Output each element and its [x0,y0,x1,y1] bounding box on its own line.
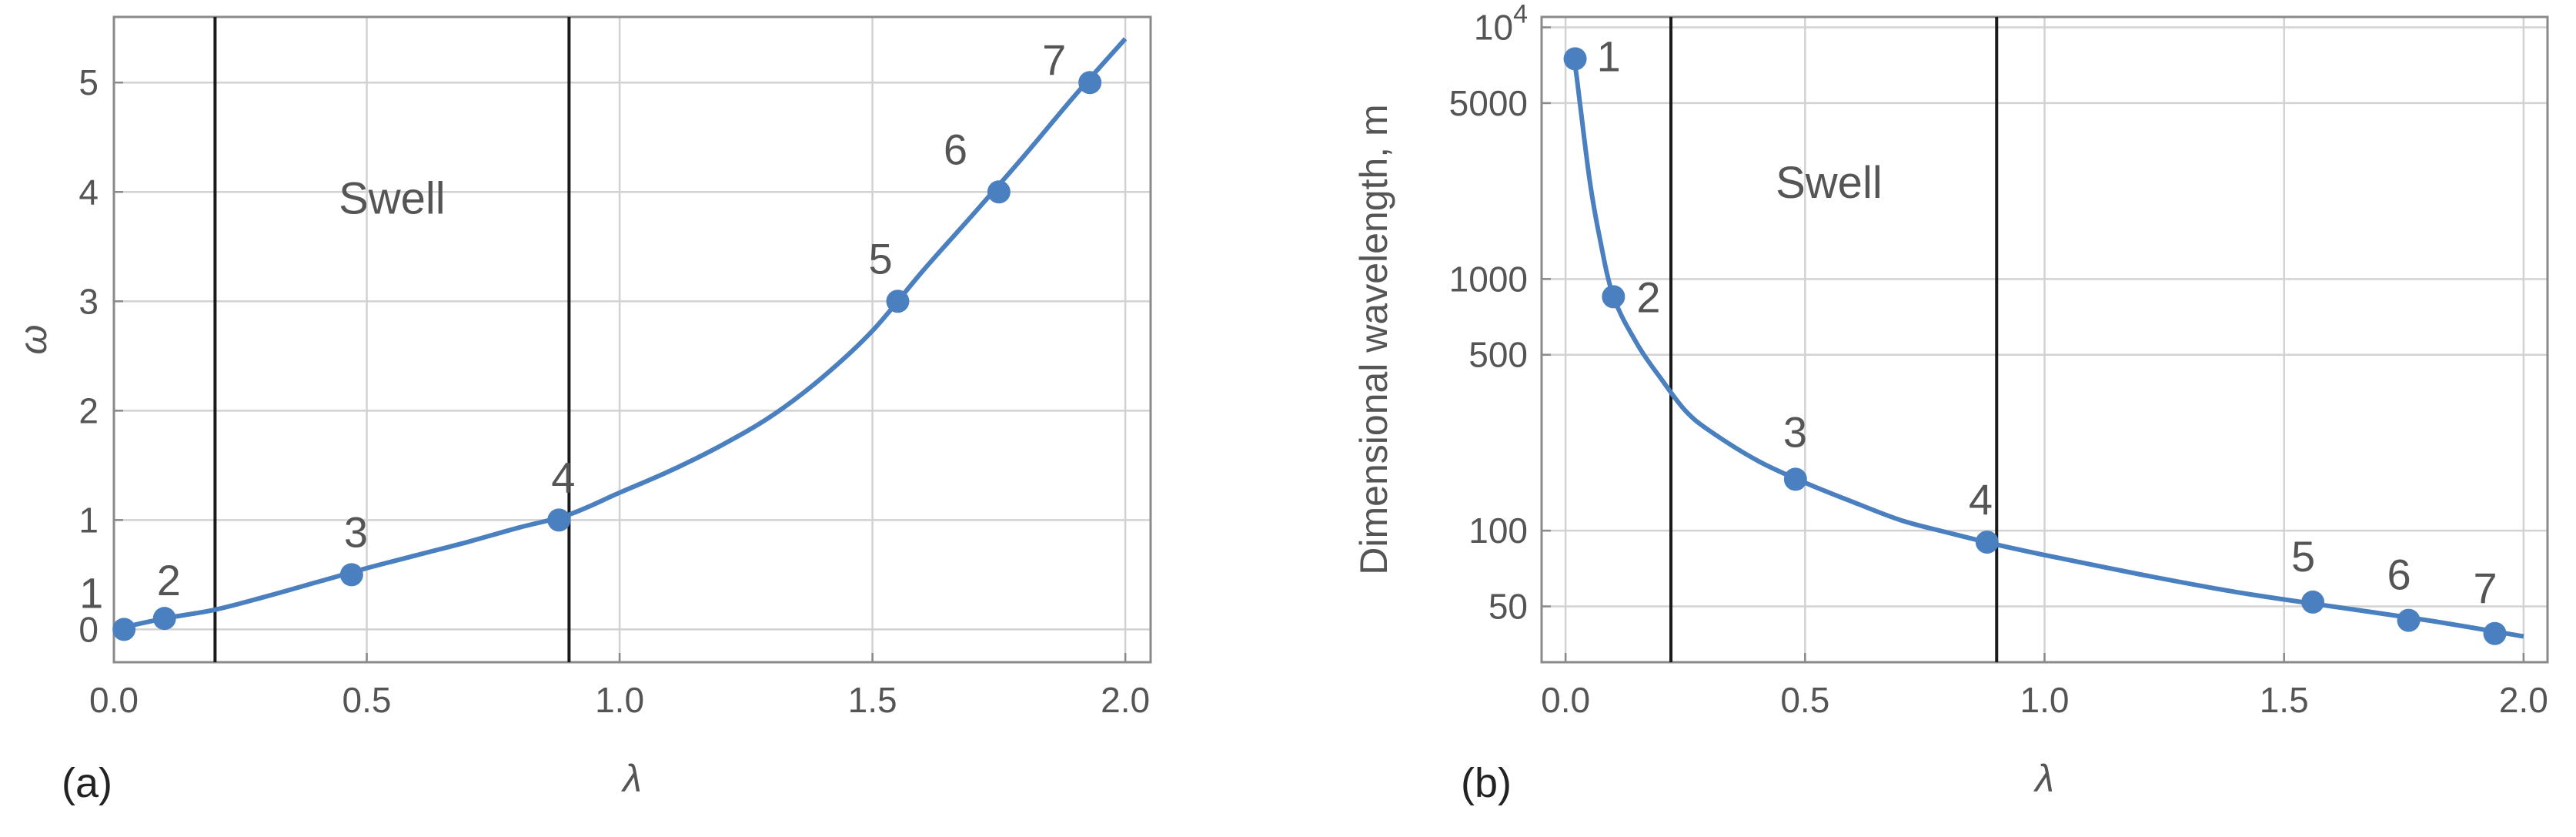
data-point [547,508,571,532]
x-tick-label: 1.0 [2020,680,2070,720]
region-label: Swell [339,174,446,224]
y-tick-label: 100 [1468,511,1528,551]
data-point [1783,467,1807,491]
data-point [339,563,363,587]
plot-frame [112,15,1152,664]
data-point [2483,621,2507,645]
x-tick-label: 0.5 [1780,680,1829,720]
data-point [152,607,176,631]
point-label: 6 [2387,551,2411,599]
x-axis-label: λ [2033,757,2054,800]
data-point [886,290,910,313]
point-label: 1 [1597,32,1621,80]
panel-label: (b) [1461,760,1512,806]
y-tick-label: 5 [79,62,99,102]
point-label: 7 [1042,35,1066,84]
x-tick-label: 1.0 [595,680,644,720]
data-point [112,618,136,641]
y-tick-label: 1000 [1449,259,1528,299]
x-axis-label: λ [620,757,642,800]
data-point [2397,608,2421,632]
data-point [2301,590,2325,614]
y-tick-label: 50 [1488,587,1528,627]
point-label: 3 [1783,407,1807,456]
x-tick-label: 2.0 [1101,680,1150,720]
point-label: 4 [1969,475,1993,524]
x-tick-label: 0.0 [1541,680,1590,720]
point-label: 5 [868,234,892,283]
point-label: 6 [944,125,967,173]
y-axis-label: ω [12,325,55,355]
x-tick-label: 1.5 [848,680,897,720]
y-tick-label: 2 [79,390,99,430]
y-tick-label: 4 [79,172,99,212]
x-tick-label: 1.5 [2260,680,2309,720]
x-tick-label: 2.0 [2499,680,2548,720]
y-tick-label: 104 [1474,0,1528,48]
data-point [1563,47,1587,71]
y-tick-label: 1 [79,500,99,540]
data-point [1078,71,1102,95]
point-label: 1 [79,568,103,617]
y-tick-label: 500 [1468,335,1528,375]
point-label: 4 [551,453,575,501]
chart-b: 0.0 0.5 1.0 1.5 2.0 104 5000 1000 500 100 50 Swell 1… [1352,0,2549,806]
point-label: 2 [157,556,181,604]
point-label: 3 [344,507,368,556]
y-tick-label: 5000 [1449,83,1528,123]
data-point [987,180,1011,204]
x-tick-label: 0.5 [342,680,392,720]
data-point [1975,531,1999,554]
y-tick-label: 0 [79,609,99,649]
point-label: 2 [1636,273,1660,321]
point-label: 7 [2474,564,2497,612]
series-curve [1568,51,2524,639]
y-axis-label: Dimensional wavelength, m [1352,104,1395,574]
y-tick-label: 3 [79,281,99,321]
point-label: 5 [2291,532,2315,581]
series-curve [113,37,1128,632]
data-point [1602,285,1625,309]
panel-label: (a) [62,760,112,806]
region-label: Swell [1776,158,1883,208]
x-tick-label: 0.0 [89,680,139,720]
